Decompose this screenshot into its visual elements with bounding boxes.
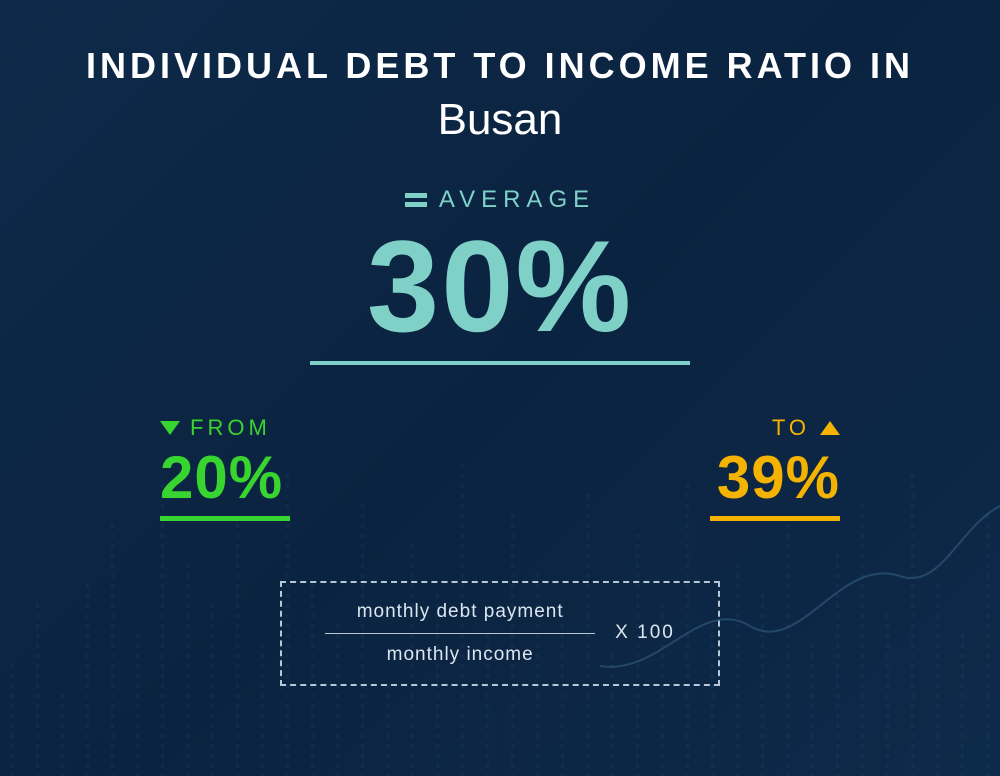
from-value: 20% xyxy=(160,443,290,512)
to-value: 39% xyxy=(710,443,840,512)
from-label: FROM xyxy=(190,415,271,441)
to-block: TO 39% xyxy=(710,415,840,521)
to-label: TO xyxy=(772,415,810,441)
average-label: AVERAGE xyxy=(439,186,595,214)
average-block: AVERAGE 30% xyxy=(50,185,950,365)
formula-divider xyxy=(325,633,595,634)
average-underline xyxy=(310,361,690,365)
formula-denominator: monthly income xyxy=(387,644,534,666)
formula-box: monthly debt payment monthly income X 10… xyxy=(280,581,720,686)
formula-numerator: monthly debt payment xyxy=(357,601,564,623)
average-value: 30% xyxy=(50,218,950,355)
location-subtitle: Busan xyxy=(50,95,950,145)
from-underline xyxy=(160,516,290,521)
from-block: FROM 20% xyxy=(160,415,290,521)
equals-icon xyxy=(405,193,427,207)
triangle-down-icon xyxy=(160,421,180,435)
to-underline xyxy=(710,516,840,521)
triangle-up-icon xyxy=(820,421,840,435)
formula-multiplier: X 100 xyxy=(615,622,675,644)
main-title: INDIVIDUAL DEBT TO INCOME RATIO IN xyxy=(50,45,950,87)
